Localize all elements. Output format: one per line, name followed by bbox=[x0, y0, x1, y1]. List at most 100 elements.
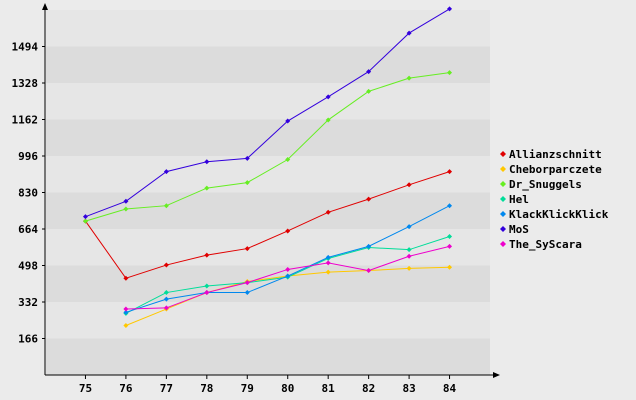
x-tick-label: 81 bbox=[322, 382, 336, 395]
data-point bbox=[285, 266, 291, 272]
x-tick-labels: 75 76 77 78 79 80 81 82 83 84 bbox=[79, 375, 457, 395]
x-tick-label: 76 bbox=[119, 382, 133, 395]
x-tick-label: 80 bbox=[281, 382, 294, 395]
grid-band bbox=[46, 338, 490, 375]
data-point bbox=[406, 265, 412, 271]
data-point bbox=[447, 233, 453, 239]
data-point bbox=[244, 280, 250, 286]
series-lines bbox=[82, 6, 453, 329]
data-point bbox=[163, 203, 169, 209]
data-point bbox=[163, 296, 169, 302]
data-point bbox=[447, 264, 453, 270]
data-point bbox=[285, 118, 291, 124]
legend: Allianzschnitt Cheborparczete Dr_Snuggels H… bbox=[500, 148, 609, 251]
legend-label: Allianzschnitt bbox=[509, 148, 602, 161]
data-point bbox=[447, 243, 453, 249]
grid-band bbox=[46, 10, 490, 47]
data-point bbox=[406, 182, 412, 188]
data-point bbox=[82, 214, 88, 220]
series-mos bbox=[82, 6, 453, 220]
legend-marker bbox=[500, 211, 506, 217]
data-point bbox=[447, 6, 453, 12]
data-point bbox=[447, 169, 453, 175]
data-point bbox=[204, 290, 210, 296]
grid-band bbox=[46, 46, 490, 83]
data-point bbox=[406, 247, 412, 253]
legend-label: Cheborparczete bbox=[509, 163, 602, 176]
data-point bbox=[163, 290, 169, 296]
data-point bbox=[123, 309, 129, 315]
data-point bbox=[244, 155, 250, 161]
y-tick-label: 830 bbox=[18, 187, 38, 200]
legend-marker bbox=[500, 151, 506, 157]
series-dr_snuggels bbox=[82, 70, 453, 224]
x-tick-label: 79 bbox=[241, 382, 254, 395]
legend-item: MoS bbox=[500, 223, 529, 236]
data-point bbox=[325, 117, 331, 123]
data-point bbox=[204, 159, 210, 165]
legend-marker bbox=[500, 226, 506, 232]
data-point bbox=[406, 253, 412, 259]
data-point bbox=[163, 262, 169, 268]
y-tick-label: 1494 bbox=[12, 41, 39, 54]
y-tick-labels: 166 332 498 664 830 996 1162 1328 1494 bbox=[12, 41, 45, 346]
legend-label: Dr_Snuggels bbox=[509, 178, 582, 191]
legend-label: The_SyScara bbox=[509, 238, 582, 251]
data-point bbox=[285, 157, 291, 163]
series-klackklickklick bbox=[123, 203, 453, 315]
data-point bbox=[204, 283, 210, 289]
y-axis-arrow bbox=[42, 3, 48, 10]
data-point bbox=[285, 228, 291, 234]
series-line bbox=[85, 72, 450, 222]
legend-item: Cheborparczete bbox=[500, 163, 602, 176]
data-point bbox=[406, 224, 412, 230]
legend-item: KlackKlickKlick bbox=[500, 208, 609, 221]
grid-band bbox=[46, 156, 490, 193]
data-point bbox=[163, 169, 169, 175]
data-point bbox=[325, 254, 331, 260]
data-point bbox=[406, 75, 412, 81]
legend-item: Dr_Snuggels bbox=[500, 178, 582, 191]
series-the_syscara bbox=[123, 243, 453, 312]
data-point bbox=[366, 268, 372, 274]
data-point bbox=[204, 252, 210, 258]
data-point bbox=[366, 88, 372, 94]
series-line bbox=[85, 171, 450, 279]
legend-item: Allianzschnitt bbox=[500, 148, 602, 161]
legend-item: Hel bbox=[500, 193, 529, 206]
data-point bbox=[325, 209, 331, 215]
legend-item: The_SyScara bbox=[500, 238, 582, 251]
data-point bbox=[366, 69, 372, 75]
data-point bbox=[244, 290, 250, 296]
y-tick-label: 996 bbox=[18, 150, 38, 163]
x-tick-label: 77 bbox=[160, 382, 173, 395]
y-tick-label: 166 bbox=[18, 333, 38, 346]
data-point bbox=[204, 185, 210, 191]
legend-marker bbox=[500, 181, 506, 187]
grid-band bbox=[46, 119, 490, 156]
y-tick-label: 498 bbox=[18, 260, 38, 273]
x-tick-label: 83 bbox=[402, 382, 415, 395]
data-point bbox=[325, 260, 331, 266]
data-point bbox=[123, 306, 129, 312]
plot-background-bands bbox=[46, 10, 490, 375]
series-line bbox=[85, 8, 450, 218]
data-point bbox=[285, 273, 291, 279]
y-tick-label: 1162 bbox=[12, 114, 39, 127]
data-point bbox=[123, 198, 129, 204]
data-point bbox=[163, 305, 169, 311]
data-point bbox=[406, 30, 412, 36]
data-point bbox=[447, 203, 453, 209]
data-point bbox=[325, 269, 331, 275]
data-point bbox=[366, 196, 372, 202]
legend-label: Hel bbox=[509, 193, 529, 206]
axes bbox=[42, 3, 500, 378]
y-tick-label: 332 bbox=[18, 296, 38, 309]
grid-band bbox=[46, 302, 490, 339]
data-point bbox=[366, 243, 372, 249]
data-point bbox=[244, 246, 250, 252]
data-point bbox=[447, 70, 453, 76]
legend-marker bbox=[500, 241, 506, 247]
data-point bbox=[123, 206, 129, 212]
